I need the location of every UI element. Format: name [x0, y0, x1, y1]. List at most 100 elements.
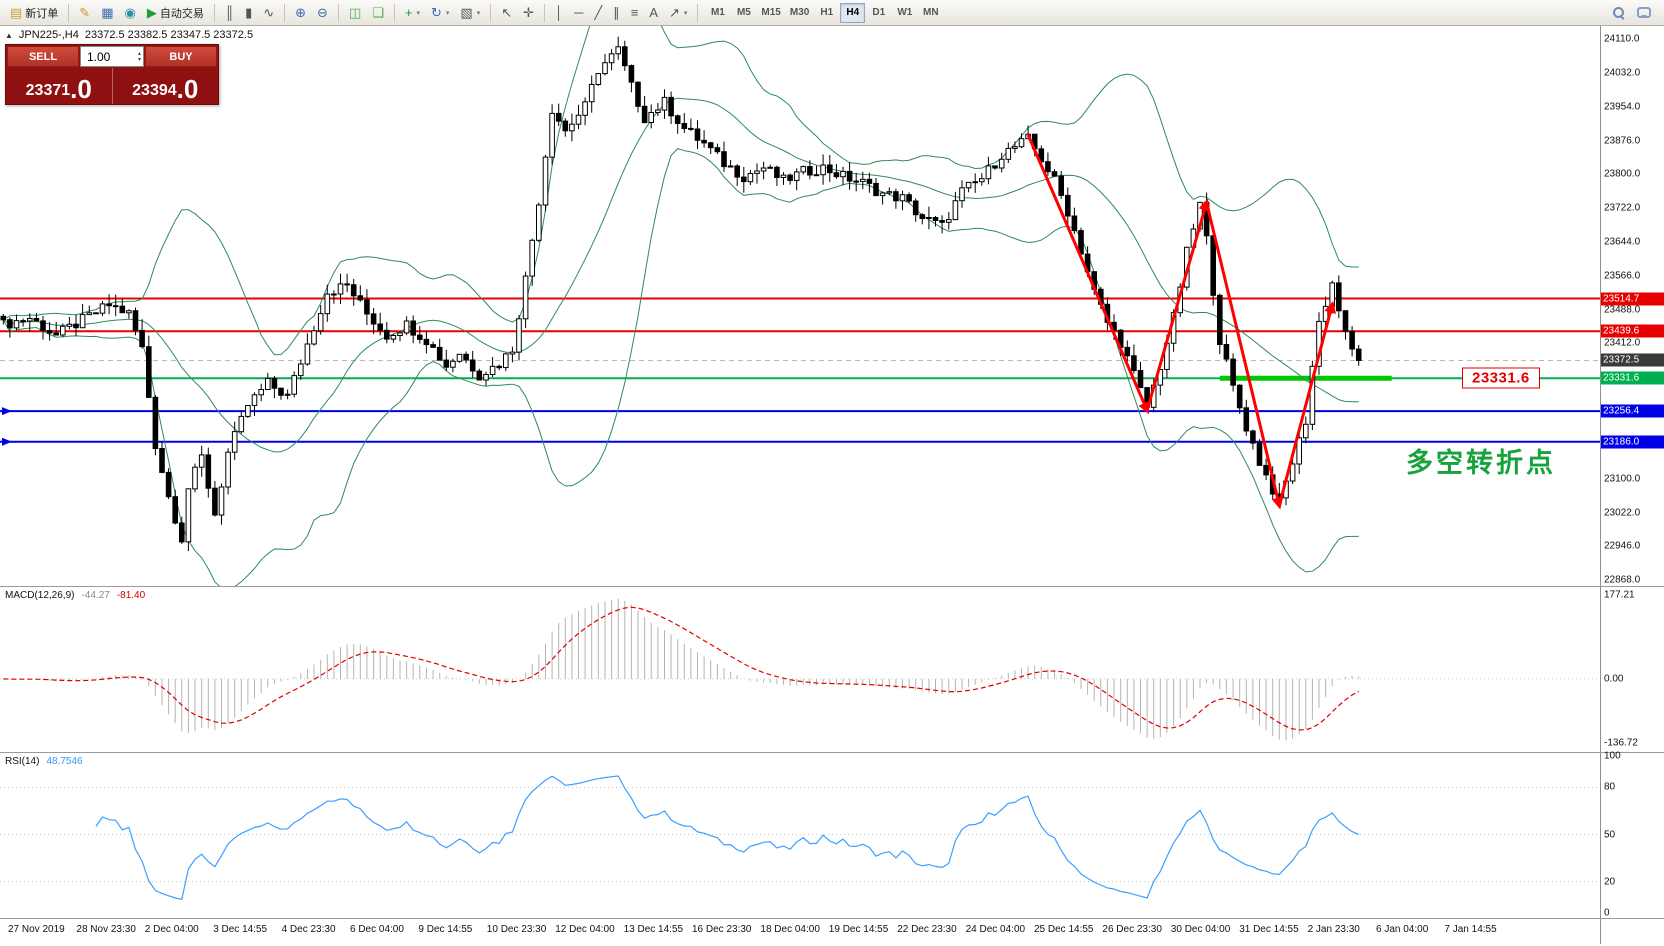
fibonacci-button[interactable]: ≡ [626, 2, 644, 24]
timeframe-mn[interactable]: MN [918, 3, 943, 23]
timeframe-m1[interactable]: M1 [705, 3, 730, 23]
price-tag-23186.0: 23186.0 [1601, 435, 1664, 449]
sell-button[interactable]: SELL [7, 46, 79, 67]
new-chart-button[interactable]: + ▾ [400, 2, 425, 24]
rsi-label: RSI(14) 48.7546 [5, 756, 83, 767]
toolbar-separator [697, 3, 699, 22]
text-tool-button[interactable]: A [644, 2, 663, 24]
macd-histogram [9, 598, 1360, 741]
templates-button[interactable]: ▧ ▾ [455, 2, 485, 24]
rsi-axis-label: 100 [1604, 750, 1621, 762]
toolbar-right-group [1612, 6, 1659, 19]
profiles-button[interactable]: ↻ ▾ [426, 2, 454, 24]
price-axis-label: 23876.0 [1604, 135, 1641, 147]
crosshair-button[interactable]: ✛ [518, 2, 539, 24]
buy-button[interactable]: BUY [145, 46, 217, 67]
new-order-button[interactable]: ▤ 新订单 [5, 2, 63, 24]
time-label: 25 Dec 14:55 [1034, 924, 1094, 935]
timeframe-m5[interactable]: M5 [731, 3, 756, 23]
panel-divider[interactable] [0, 586, 1664, 587]
hline-marker [2, 407, 12, 416]
auto-trading-button[interactable]: ▶ 自动交易 [142, 2, 209, 24]
panel-divider[interactable] [0, 918, 1664, 919]
tile-windows-icon: ◫ [348, 5, 362, 20]
price-axis[interactable]: 24110.0 24032.0 23954.0 23876.0 23800.0 23722… [1601, 26, 1664, 944]
macd-chart[interactable] [0, 587, 1600, 752]
chevron-down-icon: ▾ [683, 9, 688, 17]
price-axis-label: 23412.0 [1604, 337, 1641, 349]
chat-icon[interactable] [1637, 7, 1651, 18]
zoom-out-button[interactable]: ⊖ [312, 2, 333, 24]
price-axis-label: 22946.0 [1604, 540, 1641, 552]
macd-main-value: -44.27 [81, 590, 110, 601]
search-icon[interactable] [1612, 6, 1625, 19]
timeframe-d1[interactable]: D1 [866, 3, 891, 23]
arrange-windows-button[interactable]: ❏ [367, 2, 389, 24]
macd-axis-label: 177.21 [1604, 589, 1635, 601]
auto-trading-icon: ▶ [146, 5, 157, 20]
zoom-in-button[interactable]: ⊕ [290, 2, 311, 24]
timeframe-m30[interactable]: M30 [786, 3, 813, 23]
profiles-icon: ↻ [431, 5, 442, 20]
one-click-toggle-icon[interactable]: ▲ [5, 30, 13, 40]
time-label: 16 Dec 23:30 [692, 924, 752, 935]
timeframe-h4[interactable]: H4 [840, 2, 866, 23]
main-chart[interactable] [0, 26, 1600, 586]
time-label: 9 Dec 14:55 [418, 924, 473, 935]
panel-divider[interactable] [0, 752, 1664, 753]
rsi-chart[interactable] [0, 753, 1600, 918]
ohlc-values: 23372.5 23382.5 23347.5 23372.5 [84, 29, 254, 41]
time-label: 7 Jan 14:55 [1444, 924, 1497, 935]
macd-signal-line [3, 606, 1359, 731]
toolbar-separator [213, 3, 215, 22]
toolbar-separator [68, 3, 70, 22]
volume-down-icon[interactable]: ▾ [137, 56, 141, 63]
rsi-value: 48.7546 [46, 756, 83, 767]
price-axis-label: 23954.0 [1604, 101, 1641, 113]
bar-chart-button[interactable]: ║ [220, 2, 239, 24]
time-label: 31 Dec 14:55 [1239, 924, 1299, 935]
price-tag-23372.5: 23372.5 [1601, 353, 1664, 367]
time-label: 27 Nov 2019 [8, 924, 65, 935]
fibonacci-icon: ≡ [630, 5, 639, 20]
channel-button[interactable]: ∥ [608, 2, 625, 24]
timeframe-h1[interactable]: H1 [814, 3, 839, 23]
horizontal-line-button[interactable]: ─ [569, 2, 588, 24]
price-callout-label[interactable]: 23331.6 [1462, 367, 1540, 389]
turning-point-annotation[interactable]: 多空转折点 [1406, 448, 1556, 479]
trendline-button[interactable]: ╱ [589, 2, 607, 24]
buy-price[interactable]: 23394 .0 [111, 68, 219, 104]
metaeditor-button[interactable]: ✎ [74, 2, 95, 24]
arrows-tool-button[interactable]: ↗ ▾ [664, 2, 692, 24]
candlestick-icon: ▮ [245, 5, 253, 20]
metaeditor-icon: ✎ [79, 5, 91, 20]
terminal-button[interactable]: ▦ [96, 2, 118, 24]
chevron-down-icon: ▾ [476, 9, 481, 17]
time-label: 18 Dec 04:00 [760, 924, 820, 935]
time-axis[interactable]: 27 Nov 2019 28 Nov 23:30 2 Dec 04:00 3 Dec … [0, 919, 1664, 945]
volume-spinner[interactable]: ▴ ▾ [138, 51, 141, 63]
price-axis-label: 23722.0 [1604, 202, 1641, 214]
hline-marker [2, 437, 12, 446]
volume-up-icon[interactable]: ▴ [137, 50, 141, 57]
auto-trading-label: 自动交易 [159, 7, 204, 20]
toolbar-separator [544, 3, 546, 22]
volume-field[interactable]: 1.00 ▴ ▾ [80, 46, 144, 67]
vertical-line-button[interactable]: │ [550, 2, 568, 24]
timeframe-w1[interactable]: W1 [892, 3, 917, 23]
tile-windows-button[interactable]: ◫ [344, 2, 366, 24]
timeframe-m15[interactable]: M15 [757, 3, 784, 23]
bar-chart-icon: ║ [224, 5, 235, 20]
line-chart-button[interactable]: ∿ [258, 2, 279, 24]
trend-arrows[interactable] [1026, 134, 1337, 510]
candlestick-button[interactable]: ▮ [240, 2, 257, 24]
community-button[interactable]: ◉ [120, 2, 141, 24]
price-axis-label: 23022.0 [1604, 507, 1641, 519]
cursor-button[interactable]: ↖ [496, 2, 517, 24]
buy-price-main: 23394 [132, 82, 177, 99]
sell-price[interactable]: 23371 .0 [6, 68, 112, 104]
toolbar-separator [284, 3, 286, 22]
price-axis-label: 24032.0 [1604, 67, 1641, 79]
time-label: 13 Dec 14:55 [623, 924, 684, 935]
sell-price-big-digit: .0 [70, 74, 92, 104]
